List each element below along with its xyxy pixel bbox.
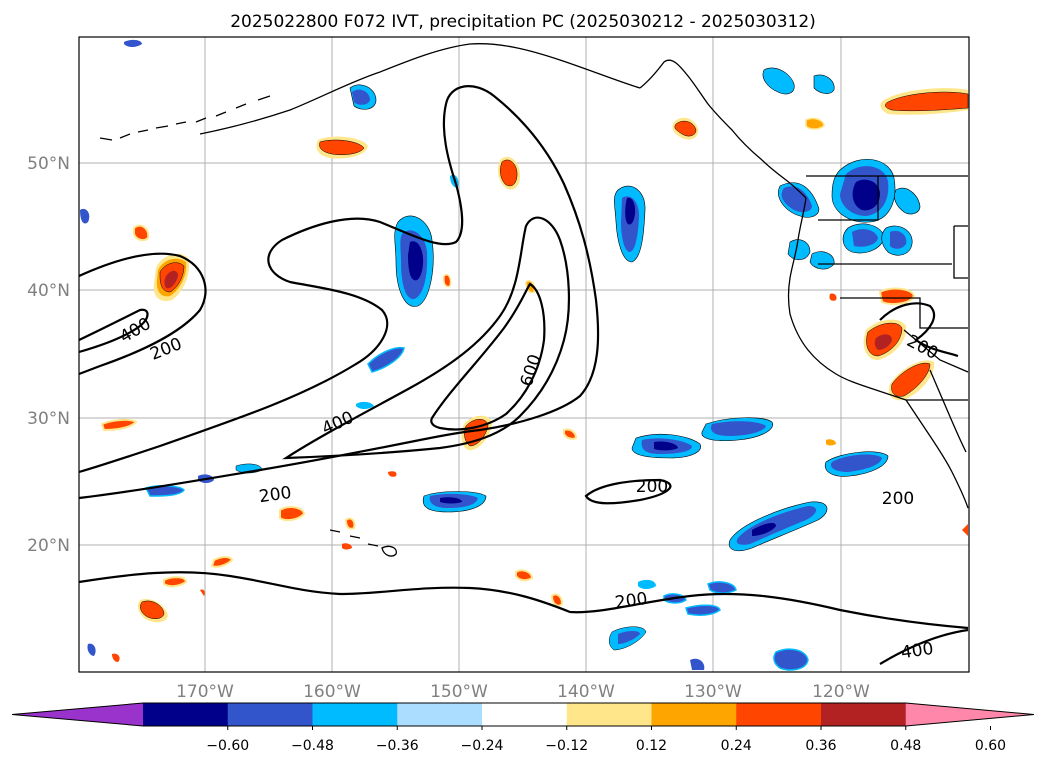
colorbar: −0.60 −0.48 −0.36 −0.24 −0.12 0.12 0.24 0.36 0.4… [11,702,1035,754]
alaska-coast [199,43,641,135]
bc-coast [761,159,807,199]
colorbar-segment [227,703,313,726]
baja-inner [929,369,967,453]
colorbar-tick-label: −0.60 [206,738,249,754]
blob-pos-134w-53n [672,117,699,140]
contour-label: 200 [614,589,649,613]
colorbar-tick-label: −0.24 [461,738,504,754]
colorbar-segment [312,703,398,726]
lon-label: 120°W [812,682,870,702]
gridlines [79,37,969,672]
colorbar-tick-label: 0.60 [975,738,1006,754]
contour-label: 200 [258,483,293,507]
blob-pos-174w-41n [153,253,190,302]
coastlines [99,43,969,557]
blob-neg-137w-45n [614,185,646,263]
lon-label: 150°W [430,682,488,702]
hawaii-islands [329,529,397,557]
colorbar-tick-label: −0.12 [545,738,588,754]
colorbar-tick-label: 0.12 [636,738,667,754]
lat-label: 50°N [27,154,70,174]
blob-neg-126w-21n [728,501,828,552]
ivt-contour-400-ca [879,302,959,358]
blob-pos-158w-51n [316,136,368,159]
figure-title: 2025022800 F072 IVT, precipitation PC (2… [230,12,816,32]
lon-label: 140°W [557,682,615,702]
latitude-axis: 50°N 40°N 30°N 20°N [27,154,70,556]
ivt-contour-200-main [78,85,600,500]
colorbar-outline [11,702,1035,727]
blob-neg-132w-26n [631,433,701,459]
ivt-contour-400-south [879,628,969,665]
blob-neg-123w-57n [349,67,835,110]
ivt-contour-400-west [78,308,149,354]
ivt-contour-200-west [78,252,207,376]
ivt-contour-400-main [282,216,570,460]
colorbar-segment [482,703,568,726]
colorbar-tick-label: 0.24 [721,738,752,754]
colorbar-tick-label: 0.48 [890,738,921,754]
colorbar-tick-label: 0.36 [805,738,836,754]
aleutian-islands [99,95,271,141]
colorbar-extend-low [12,703,143,726]
ivt-contour-200-mid [584,478,672,505]
colorbar-segment [821,703,907,726]
blob-pos-west-us [863,88,969,401]
lon-label: 160°W [303,682,361,702]
blob-neg-150w-23n [422,491,487,513]
lon-label: 130°W [684,682,742,702]
state-border-5 [953,225,968,279]
blob-neg-west-us-upper [778,159,921,270]
colorbar-tick-label: −0.48 [291,738,334,754]
us-west-coast [787,197,907,401]
blob-neg-118w-26n [824,451,889,477]
colorbar-segment [143,703,229,726]
state-border-3 [840,297,968,329]
colorbar-segment [736,703,822,726]
state-border-1 [818,176,879,221]
ivt-contours [78,85,969,665]
lat-label: 30°N [27,409,70,429]
map-panel: 400 200 400 600 200 200 200 200 400 200 [78,36,970,673]
blob-pos-misc [100,117,968,662]
blob-neg-126w-29n [701,417,773,442]
colorbar-extend-high [905,703,1034,726]
contour-label: 200 [882,489,914,509]
lat-label: 40°N [27,281,70,301]
map-border [78,36,970,673]
blob-pos-146w-49n [498,156,520,190]
lon-label: 170°W [176,682,234,702]
contour-label: 200 [636,477,668,497]
colorbar-segment [651,703,737,726]
contour-label: 400 [900,639,935,663]
colorbar-segment [397,703,483,726]
baja-coast [905,399,969,509]
contour-labels: 400 200 400 600 200 200 200 200 400 200 [116,314,941,663]
longitude-axis: 170°W 160°W 150°W 140°W 130°W 120°W [176,682,870,702]
ivt-contour-200-south [78,571,969,630]
ivt-contour-600 [430,282,546,431]
se-alaska-coast [639,59,763,161]
colorbar-segment [566,703,652,726]
lat-label: 20°N [27,536,70,556]
colorbar-tick-label: −0.36 [376,738,419,754]
